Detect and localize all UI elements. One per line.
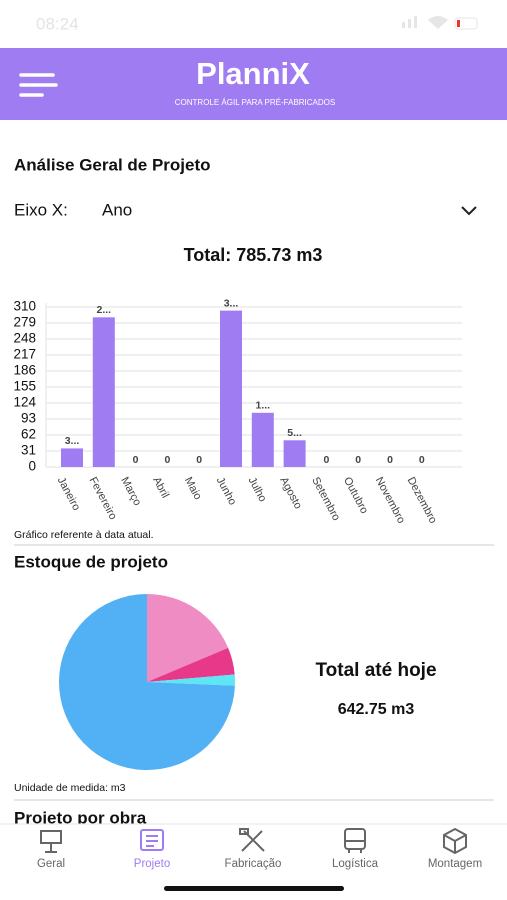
value-label: 0 xyxy=(164,454,170,466)
tab-icon xyxy=(40,830,62,853)
y-tick-label: 0 xyxy=(28,459,36,474)
pie-note: Unidade de medida: m3 xyxy=(14,782,126,794)
section-title: Estoque de projeto xyxy=(14,552,168,571)
pie-slice xyxy=(147,647,235,682)
section-title: Projeto por obra xyxy=(14,808,147,827)
x-tick-label: Novembro xyxy=(373,475,407,525)
bar xyxy=(283,440,306,467)
bar xyxy=(61,448,83,467)
x-tick-label: Junho xyxy=(214,475,239,507)
value-label: 0 xyxy=(323,454,329,466)
section-title: Análise Geral de Projeto xyxy=(14,155,211,174)
tab-label[interactable]: Montagem xyxy=(428,858,482,870)
tab-icon xyxy=(140,829,164,851)
y-tick-label: 279 xyxy=(13,315,36,330)
pie-slice xyxy=(147,594,229,682)
tab-icon xyxy=(344,828,366,853)
chart-note: Gráfico referente à data atual. xyxy=(14,529,154,541)
tagline: CONTROLE ÁGIL PARA PRÉ-FABRICADOS xyxy=(175,98,335,107)
y-tick-label: 155 xyxy=(13,379,36,394)
y-tick-label: 186 xyxy=(13,363,36,378)
icon-part xyxy=(239,828,249,835)
x-tick-label: Maio xyxy=(182,475,204,502)
y-tick-label: 248 xyxy=(13,331,36,346)
x-tick-label: Julho xyxy=(246,475,269,504)
x-tick-label: Fevereiro xyxy=(87,475,119,522)
status-icons xyxy=(402,16,478,30)
pie-slice xyxy=(58,594,235,770)
x-tick-label: Dezembro xyxy=(405,475,439,525)
pie-total-value: 642.75 m3 xyxy=(338,701,415,718)
dropdown-chevron[interactable] xyxy=(461,206,477,216)
value-label: 3... xyxy=(224,297,239,309)
tab-icon xyxy=(443,827,467,855)
y-tick-label: 93 xyxy=(21,411,36,426)
value-label: 0 xyxy=(133,454,139,466)
axis-selector-label: Eixo X: xyxy=(14,200,68,219)
x-tick-label: Janeiro xyxy=(55,475,83,512)
icon-part xyxy=(443,827,467,855)
x-tick-label: Outubro xyxy=(341,475,370,516)
y-tick-label: 310 xyxy=(13,299,36,314)
pie-total-label: Total até hoje xyxy=(315,660,436,681)
tab-label[interactable]: Fabricação xyxy=(225,858,282,870)
x-tick-label: Setembro xyxy=(309,475,342,523)
value-label: 0 xyxy=(419,454,425,466)
status-time: 08:24 xyxy=(36,14,79,33)
bar-chart: 03162931241551862172482793103...Janeiro2… xyxy=(13,297,462,526)
value-label: 1... xyxy=(256,400,271,412)
icon-part xyxy=(344,828,366,850)
tab-label[interactable]: Projeto xyxy=(134,858,170,870)
value-label: 3... xyxy=(65,435,80,447)
menu-button[interactable] xyxy=(19,73,58,97)
tab-icon xyxy=(239,828,265,852)
axis-selector-value[interactable]: Ano xyxy=(102,200,132,219)
x-tick-label: Março xyxy=(118,475,143,508)
bar xyxy=(220,310,242,467)
value-label: 0 xyxy=(196,454,202,466)
y-tick-label: 31 xyxy=(21,443,36,458)
y-tick-label: 62 xyxy=(21,427,36,442)
pie-slice xyxy=(147,674,235,686)
home-indicator xyxy=(164,886,344,891)
tab-label[interactable]: Logística xyxy=(332,858,379,870)
tabs: Geral Projeto Fabricação Logística Montagem xyxy=(37,827,482,870)
header xyxy=(0,48,507,120)
status-bar xyxy=(0,0,507,48)
bar xyxy=(251,412,274,467)
icon-part xyxy=(140,829,164,851)
bar xyxy=(92,317,115,467)
tab-label[interactable]: Geral xyxy=(37,858,65,870)
value-label: 5... xyxy=(287,427,302,439)
x-tick-label: Abril xyxy=(150,475,171,500)
value-label: 0 xyxy=(387,454,393,466)
pie-chart xyxy=(58,594,235,770)
total: Total: 785.73 m3 xyxy=(184,245,323,265)
value-label: 2... xyxy=(97,304,112,316)
icon-part xyxy=(241,830,263,852)
value-label: 0 xyxy=(355,454,361,466)
x-tick-label: Agosto xyxy=(277,475,304,511)
y-tick-label: 217 xyxy=(13,347,36,362)
logo: PlanniX xyxy=(196,56,310,91)
y-tick-label: 124 xyxy=(13,395,36,410)
